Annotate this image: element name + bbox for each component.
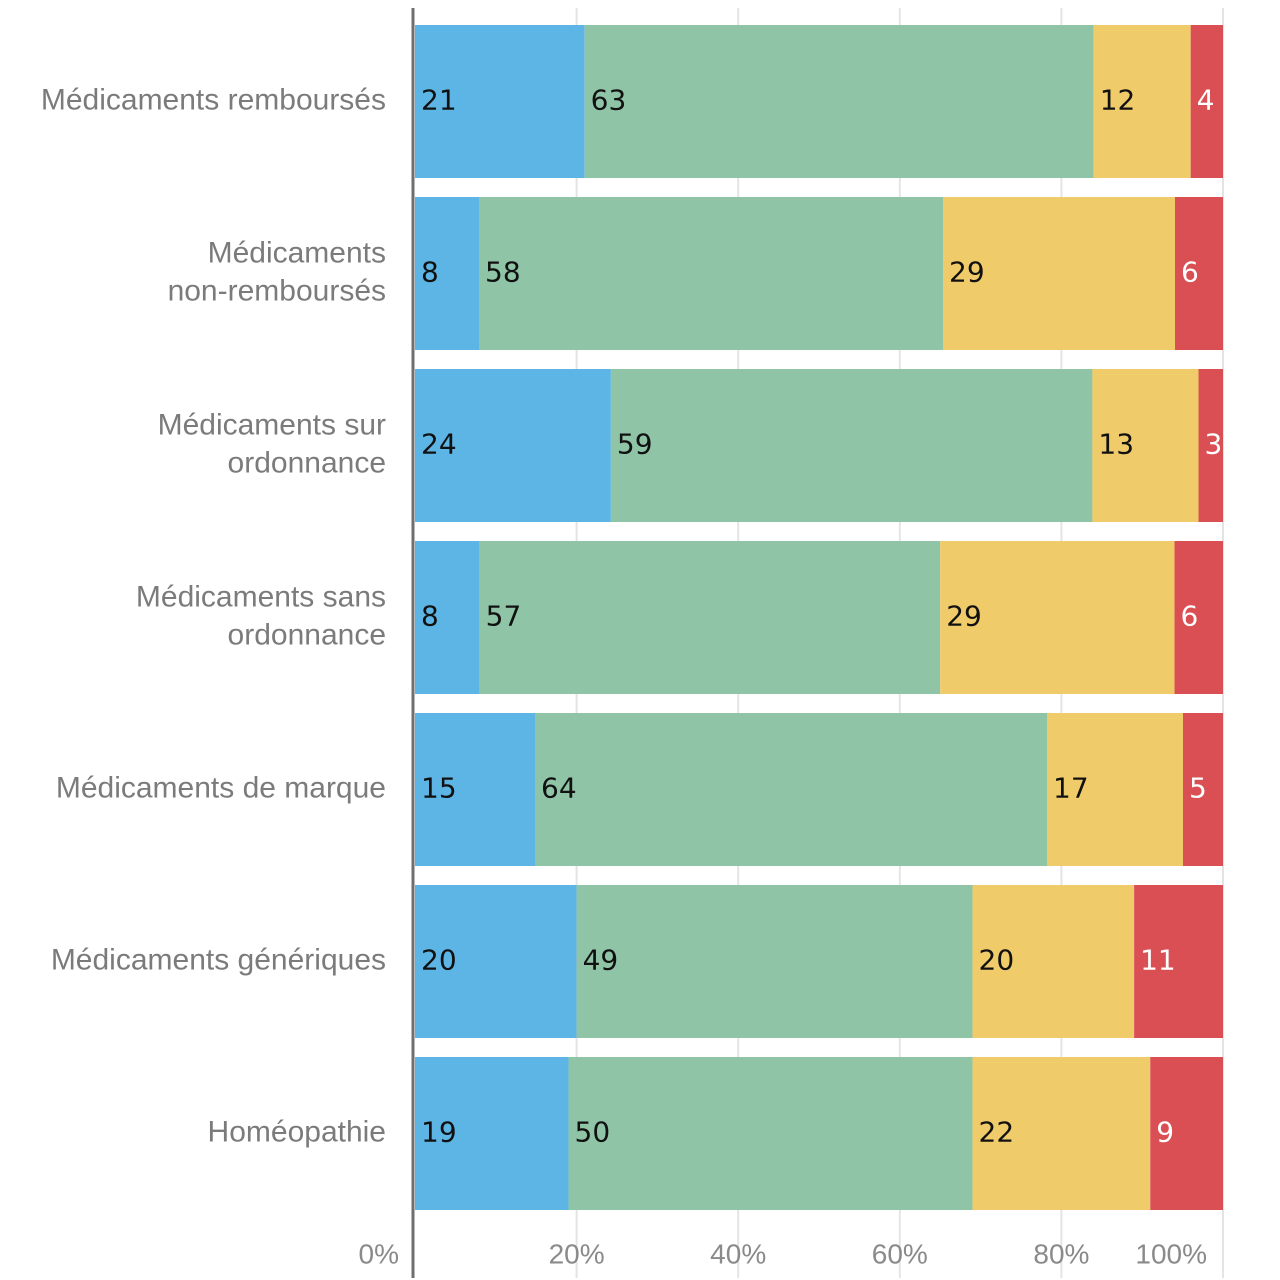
data-label: 19 — [421, 1116, 457, 1149]
data-label: 21 — [421, 84, 457, 117]
bar-segment — [1174, 541, 1223, 694]
x-tick-label: 40% — [710, 1238, 766, 1269]
bars — [415, 25, 1223, 1210]
bar-segment — [972, 1057, 1151, 1210]
bar-segment — [1150, 1057, 1223, 1210]
data-label: 6 — [1181, 256, 1199, 289]
bar-segment — [479, 197, 943, 350]
bar-segment — [943, 197, 1175, 350]
data-label: 29 — [949, 256, 985, 289]
data-label: 50 — [575, 1116, 611, 1149]
data-label: 13 — [1098, 428, 1134, 461]
category-label: ordonnance — [228, 446, 386, 479]
category-label: ordonnance — [228, 618, 386, 651]
data-label: 8 — [421, 256, 439, 289]
data-label: 11 — [1140, 944, 1176, 977]
data-label: 3 — [1205, 428, 1223, 461]
data-label: 4 — [1197, 84, 1215, 117]
bar-segment — [610, 369, 1093, 522]
data-label: 49 — [583, 944, 619, 977]
bar-segment — [535, 713, 1047, 866]
data-label: 8 — [421, 600, 439, 633]
category-label: Médicaments — [208, 236, 386, 269]
bar-segment — [1047, 713, 1183, 866]
category-labels: Médicaments remboursés Médicaments non-rem… — [41, 83, 386, 1148]
bar-segment — [1093, 25, 1191, 178]
data-label: 22 — [979, 1116, 1015, 1149]
data-label: 20 — [421, 944, 457, 977]
bar-segment — [568, 1057, 973, 1210]
bar-segment — [584, 25, 1094, 178]
category-label: Médicaments de marque — [56, 771, 386, 804]
x-tick-label: 0% — [359, 1238, 399, 1269]
bar-segment — [415, 1057, 569, 1210]
bar-segment — [415, 713, 535, 866]
bar-segment — [1134, 885, 1223, 1038]
data-label: 57 — [486, 600, 522, 633]
x-tick-label: 20% — [549, 1238, 605, 1269]
bar-segment — [1175, 197, 1223, 350]
bar-segment — [415, 197, 479, 350]
bar-segment — [1198, 369, 1223, 522]
category-label: Médicaments sur — [158, 408, 386, 441]
data-label: 6 — [1181, 600, 1199, 633]
data-label: 20 — [979, 944, 1015, 977]
data-label: 17 — [1053, 772, 1089, 805]
data-label: 15 — [421, 772, 457, 805]
category-label: non-remboursés — [168, 274, 386, 307]
data-label: 58 — [485, 256, 521, 289]
data-label: 59 — [617, 428, 653, 461]
data-label: 63 — [591, 84, 627, 117]
bar-segment — [479, 541, 941, 694]
category-label: Médicaments sans — [136, 580, 386, 613]
x-axis-ticks: 0% 20% 40% 60% 80% 100% — [359, 1238, 1207, 1269]
data-label: 12 — [1100, 84, 1136, 117]
data-label: 9 — [1156, 1116, 1174, 1149]
data-label: 64 — [541, 772, 577, 805]
bar-segment — [415, 885, 577, 1038]
bar-segment — [940, 541, 1175, 694]
bar-segment — [415, 369, 611, 522]
x-tick-label: 60% — [872, 1238, 928, 1269]
category-label: Homéopathie — [208, 1115, 386, 1148]
bar-segment — [415, 25, 585, 178]
data-label: 5 — [1189, 772, 1207, 805]
bar-segment — [1092, 369, 1199, 522]
bar-segment — [576, 885, 973, 1038]
data-label: 29 — [946, 600, 982, 633]
bar-segment — [1183, 713, 1223, 866]
data-labels: 21 63 12 4 8 58 29 6 24 59 13 3 8 57 29 6 15 64 17 5 20 49 20 1… — [421, 84, 1222, 1149]
data-label: 24 — [421, 428, 457, 461]
category-label: Médicaments génériques — [51, 943, 386, 976]
x-tick-label: 100% — [1135, 1238, 1207, 1269]
bar-segment — [972, 885, 1135, 1038]
category-label: Médicaments remboursés — [41, 83, 386, 116]
bar-segment — [415, 541, 480, 694]
x-tick-label: 80% — [1033, 1238, 1089, 1269]
bar-segment — [1190, 25, 1223, 178]
